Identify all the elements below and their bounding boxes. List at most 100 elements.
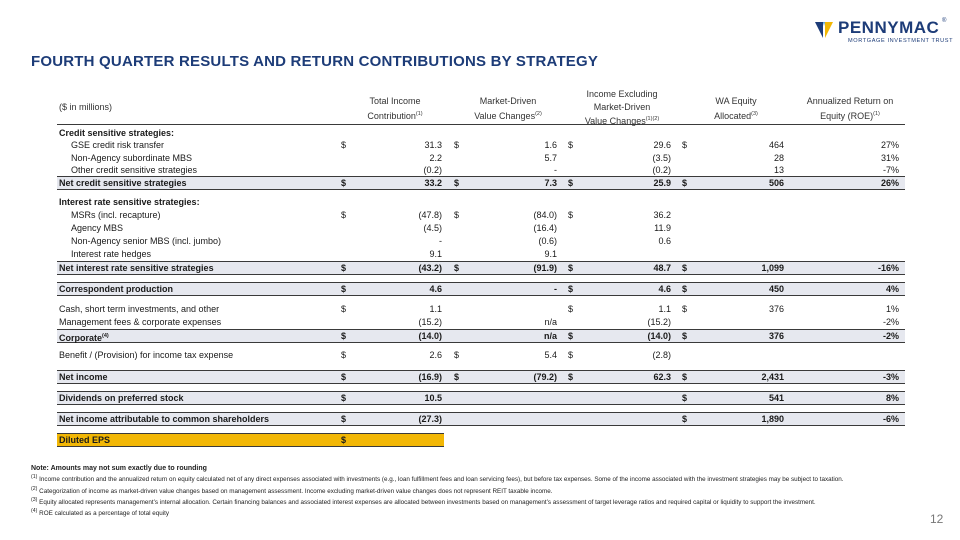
value-col-5: 1% <box>885 304 899 314</box>
footnote-4: (4) ROE calculated as a percentage of to… <box>31 508 170 518</box>
currency-symbol: $ <box>341 350 347 360</box>
table-row: Net income $ (16.9) $ (79.2) $62.3 $2,431 -3% <box>57 370 905 384</box>
row-label: Agency MBS <box>71 223 124 233</box>
currency-symbol: $ <box>341 178 347 188</box>
row-label: Cash, short term investments, and other <box>59 304 220 314</box>
row-label-footnote: (4) <box>102 333 109 339</box>
value-col-1: (43.2) <box>418 263 442 273</box>
value-col-4: 450 <box>768 284 784 294</box>
currency-symbol: $ <box>682 178 688 188</box>
value-col-2: 9.1 <box>544 249 557 259</box>
value-col-1: (0.2) <box>423 165 442 175</box>
value-col-3: 62.3 <box>653 372 671 382</box>
row-label: Net income attributable to common shareh… <box>59 414 270 424</box>
value-col-2: - <box>554 284 557 294</box>
row-label: Interest rate hedges <box>71 249 152 259</box>
value-col-2: (16.4) <box>533 223 557 233</box>
value-col-5: 31% <box>880 153 899 163</box>
pennymac-logo-mark <box>815 22 833 38</box>
currency-symbol: $ <box>341 140 347 150</box>
value-col-1: - <box>439 236 442 246</box>
value-col-5: -6% <box>882 414 899 424</box>
header-label: ($ in millions) <box>59 102 113 112</box>
currency-symbol: $ <box>454 140 460 150</box>
currency-symbol: $ <box>682 263 688 273</box>
row-label: MSRs (incl. recapture) <box>71 210 161 220</box>
value-col-5: -7% <box>882 165 899 175</box>
value-col-1: (47.8) <box>418 210 442 220</box>
value-col-3: (0.2) <box>652 165 671 175</box>
currency-symbol: $ <box>568 284 574 294</box>
table-row: Net income attributable to common shareh… <box>57 412 905 426</box>
value-col-1: (15.2) <box>418 317 442 327</box>
page-title: FOURTH QUARTER RESULTS AND RETURN CONTRI… <box>31 53 599 70</box>
notes-title: Note: Amounts may not sum exactly due to… <box>31 465 207 472</box>
value-col-1: (14.0) <box>418 331 442 341</box>
header-total-income: Total Income Contribution(1) <box>367 96 423 121</box>
currency-symbol: $ <box>568 263 574 273</box>
currency-symbol: $ <box>341 393 347 403</box>
header-roe: Annualized Return on Equity (ROE)(1) <box>806 96 894 121</box>
value-col-2: 7.3 <box>544 178 557 188</box>
row-label: Non-Agency senior MBS (incl. jumbo) <box>71 236 222 246</box>
row-label: Credit sensitive strategies: <box>59 128 175 138</box>
row-label: Dividends on preferred stock <box>59 393 184 403</box>
value-col-2: n/a <box>544 317 557 327</box>
value-col-1: 10.5 <box>424 393 442 403</box>
currency-symbol: $ <box>341 435 347 445</box>
value-col-4: 376 <box>768 304 784 314</box>
value-col-5: -3% <box>882 372 899 382</box>
row-label: Net income <box>59 372 108 382</box>
value-col-2: (79.2) <box>533 372 557 382</box>
currency-symbol: $ <box>568 304 574 314</box>
header-divider <box>57 124 905 125</box>
logo-wordmark: PENNYMAC <box>838 18 940 37</box>
pennymac-logo: PENNYMAC ® MORTGAGE INVESTMENT TRUST <box>814 18 953 46</box>
table-row: Dividends on preferred stock $10.5 $541 8% <box>57 391 905 405</box>
footnote-2: (2) Categorization of income as market-d… <box>31 485 553 495</box>
row-label: Benefit / (Provision) for income tax exp… <box>59 350 234 360</box>
footnote-1: (1) Income contribution and the annualiz… <box>31 474 844 484</box>
currency-symbol: $ <box>682 304 688 314</box>
value-col-5: -2% <box>882 331 899 341</box>
header-market-driven: Market-Driven Value Changes(2) <box>474 96 542 121</box>
footnotes: Note: Amounts may not sum exactly due to… <box>31 465 921 518</box>
page-number: 12 <box>930 512 944 526</box>
value-col-3: (3.5) <box>652 153 671 163</box>
row-label: Net credit sensitive strategies <box>59 178 187 188</box>
row-label: Interest rate sensitive strategies: <box>59 197 200 207</box>
table-row: Correspondent production $4.6 - $4.6 $450 4% <box>57 282 905 296</box>
currency-symbol: $ <box>682 372 688 382</box>
value-col-5: 27% <box>880 140 899 150</box>
value-col-4: 28 <box>773 153 784 163</box>
value-col-1: (27.3) <box>418 414 442 424</box>
row-label: Management fees & corporate expenses <box>59 317 222 327</box>
row-label: Correspondent production <box>59 284 173 294</box>
table-row: Diluted EPS$(0.28) <box>57 433 444 447</box>
value-col-2: (91.9) <box>533 263 557 273</box>
currency-symbol: $ <box>341 304 347 314</box>
row-label-wrap: Corporate(4) <box>59 330 109 344</box>
value-col-3: 11.9 <box>654 223 671 233</box>
value-col-1: (4.5) <box>423 223 442 233</box>
value-col-3: 48.7 <box>653 263 671 273</box>
value-col-2: 5.4 <box>544 350 557 360</box>
currency-symbol: $ <box>341 372 347 382</box>
currency-symbol: $ <box>341 263 347 273</box>
footnote-3: (3) Equity allocated represents manageme… <box>31 496 816 506</box>
value-col-4: 376 <box>768 331 784 341</box>
value-col-1: (16.9) <box>418 372 442 382</box>
table-row: Net interest rate sensitive strategies $ (… <box>57 261 905 275</box>
currency-symbol: $ <box>682 331 688 341</box>
value-col-2: - <box>554 165 557 175</box>
currency-symbol: $ <box>682 414 688 424</box>
value-col-5: 26% <box>880 178 899 188</box>
table-row: Corporate(4) $ (14.0) n/a $ (14.0) $376 -2% <box>57 329 905 343</box>
value-col-3: 29.6 <box>653 140 671 150</box>
header-wa-equity: WA Equity Allocated(3) <box>714 96 758 121</box>
currency-symbol: $ <box>568 140 574 150</box>
value-col-3: (14.0) <box>647 331 671 341</box>
currency-symbol: $ <box>454 263 460 273</box>
value-col-2: (0.6) <box>538 236 557 246</box>
currency-symbol: $ <box>341 284 347 294</box>
